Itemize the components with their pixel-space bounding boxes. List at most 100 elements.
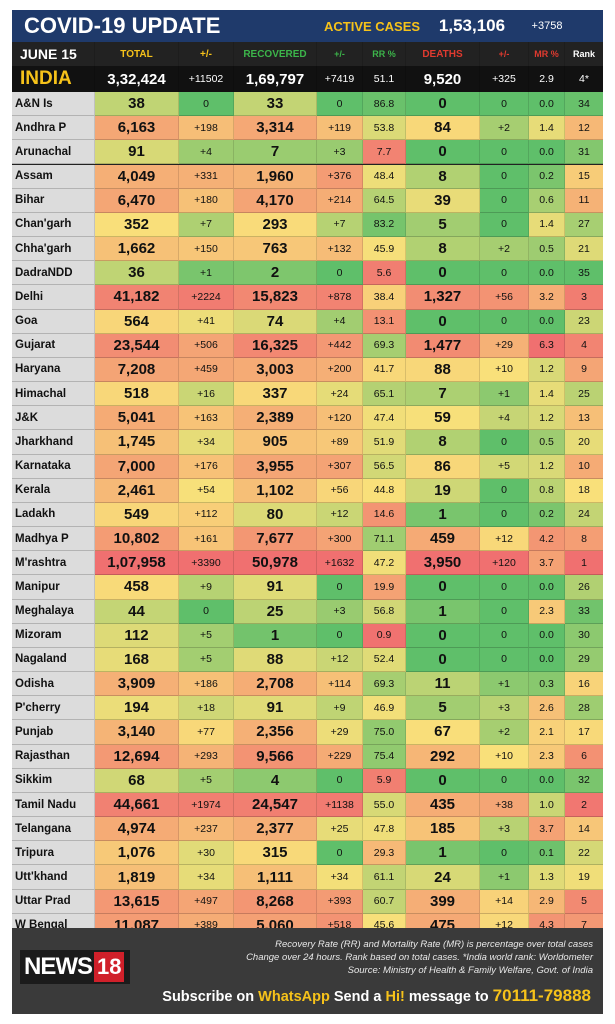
rank-cell: 6	[565, 744, 603, 769]
deaths-change-cell: 0	[480, 164, 529, 189]
state-cell: Odisha	[12, 672, 95, 697]
state-row: M'rashtra 1,07,958 +3390 50,978 +1632 47.2 3,9…	[12, 551, 603, 576]
rank-cell: 13	[565, 406, 603, 431]
state-row: Sikkim 68 +5 4 0 5.9 0 0 0.0 32	[12, 768, 603, 793]
state-cell: Jharkhand	[12, 430, 95, 455]
state-row: Delhi 41,182 +2224 15,823 +878 38.4 1,327 +56 3.…	[12, 285, 603, 310]
recovery-rate-cell: 47.4	[363, 406, 406, 431]
deaths-cell: 1	[406, 599, 480, 624]
recovery-rate-cell: 51.9	[363, 430, 406, 455]
total-change-cell: +5	[179, 768, 234, 793]
recovered-cell: 33	[234, 92, 317, 117]
recovery-rate-cell: 45.9	[363, 237, 406, 262]
deaths-change-cell: +2	[480, 720, 529, 745]
state-row: Haryana 7,208 +459 3,003 +200 41.7 88 +10 1.2 9	[12, 357, 603, 383]
recovery-rate-cell: 13.1	[363, 309, 406, 334]
deaths-change-cell: 0	[480, 599, 529, 624]
rank-cell: 27	[565, 212, 603, 237]
state-cell: Gujarat	[12, 333, 95, 358]
recovery-rate-cell: 38.4	[363, 285, 406, 310]
deaths-cell: 292	[406, 744, 480, 769]
mortality-rate-cell: 3.7	[529, 551, 565, 576]
total-change-cell: +198	[179, 116, 234, 141]
total-cell: 4,974	[95, 817, 179, 842]
whatsapp-text: WhatsApp	[258, 989, 330, 1005]
deaths-cell: 8	[406, 164, 480, 189]
recovered-cell: 2,389	[234, 406, 317, 431]
recovered-change-cell: 0	[317, 841, 363, 866]
total-cell: 2,461	[95, 478, 179, 503]
rank-cell: 21	[565, 237, 603, 262]
state-row: Rajasthan 12,694 +293 9,566 +229 75.4 292 +10 2.…	[12, 744, 603, 769]
deaths-cell: 3,950	[406, 551, 480, 576]
total-cell: 458	[95, 575, 179, 600]
total-change-cell: +41	[179, 309, 234, 334]
total-cell: 3,140	[95, 720, 179, 745]
state-cell: Ladakh	[12, 502, 95, 528]
deaths-cell: 8	[406, 237, 480, 262]
deaths-change-cell: 0	[480, 261, 529, 286]
deaths-change-cell: 0	[480, 188, 529, 213]
rank-cell: 31	[565, 140, 603, 165]
recovered-cell: 1,102	[234, 478, 317, 503]
state-cell: INDIA	[12, 66, 95, 92]
total-cell: 5,041	[95, 406, 179, 431]
rank-cell: 19	[565, 865, 603, 890]
state-row: Karnataka 7,000 +176 3,955 +307 56.5 86 +5 1.2 10	[12, 454, 603, 479]
rank-cell: 20	[565, 430, 603, 455]
rank-cell: 1	[565, 551, 603, 576]
mortality-rate-cell: 2.9	[529, 66, 565, 92]
deaths-cell: 39	[406, 188, 480, 213]
rank-cell: 4*	[565, 66, 603, 92]
recovered-change-cell: 0	[317, 623, 363, 648]
mortality-rate-cell: 0.0	[529, 575, 565, 600]
deaths-cell: 88	[406, 357, 480, 383]
state-row: Goa 564 +41 74 +4 13.1 0 0 0.0 23	[12, 309, 603, 334]
state-cell: Delhi	[12, 285, 95, 310]
state-row: Mizoram 112 +5 1 0 0.9 0 0 0.0 30	[12, 623, 603, 648]
state-row: J&K 5,041 +163 2,389 +120 47.4 59 +4 1.2 13	[12, 406, 603, 431]
recovery-rate-cell: 64.5	[363, 188, 406, 213]
deaths-change-cell: 0	[480, 502, 529, 528]
state-cell: Karnataka	[12, 454, 95, 479]
mortality-rate-cell: 1.4	[529, 212, 565, 237]
mortality-rate-cell: 0.0	[529, 309, 565, 334]
state-row: Bihar 6,470 +180 4,170 +214 64.5 39 0 0.6 11	[12, 188, 603, 213]
total-cell: 12,694	[95, 744, 179, 769]
total-cell: 7,000	[95, 454, 179, 479]
recovery-rate-cell: 47.8	[363, 817, 406, 842]
deaths-cell: 0	[406, 647, 480, 673]
recovered-change-cell: +24	[317, 382, 363, 407]
state-cell: Tamil Nadu	[12, 792, 95, 818]
rank-cell: 33	[565, 599, 603, 624]
deaths-change-cell: 0	[480, 623, 529, 648]
mortality-rate-cell: 2.3	[529, 599, 565, 624]
recovered-change-cell: +7	[317, 212, 363, 237]
total-cell: 23,544	[95, 333, 179, 358]
deaths-change-cell: 0	[480, 841, 529, 866]
state-cell: Goa	[12, 309, 95, 334]
deaths-cell: 86	[406, 454, 480, 479]
rank-cell: 2	[565, 792, 603, 818]
deaths-cell: 67	[406, 720, 480, 745]
deaths-change-cell: 0	[480, 140, 529, 165]
total-cell: 3,32,424	[95, 66, 179, 92]
mortality-rate-cell: 0.6	[529, 188, 565, 213]
state-cell: Tripura	[12, 841, 95, 866]
recovery-rate-cell: 60.7	[363, 889, 406, 914]
logo-text: NEWS	[24, 953, 93, 980]
rank-cell: 18	[565, 478, 603, 503]
recovered-change-cell: +34	[317, 865, 363, 890]
deaths-cell: 84	[406, 116, 480, 141]
total-change-cell: +5	[179, 623, 234, 648]
recovered-cell: 8,268	[234, 889, 317, 914]
state-row: Assam 4,049 +331 1,960 +376 48.4 8 0 0.2 15	[12, 164, 603, 189]
recovered-change-cell: +89	[317, 430, 363, 455]
deaths-cell: 9,520	[406, 66, 480, 92]
state-cell: P'cherry	[12, 696, 95, 721]
total-change-cell: +/-	[179, 42, 234, 66]
recovered-cell: 1	[234, 623, 317, 648]
recovered-cell: 293	[234, 212, 317, 237]
state-row: Ladakh 549 +112 80 +12 14.6 1 0 0.2 24	[12, 502, 603, 528]
recovered-cell: 88	[234, 647, 317, 673]
